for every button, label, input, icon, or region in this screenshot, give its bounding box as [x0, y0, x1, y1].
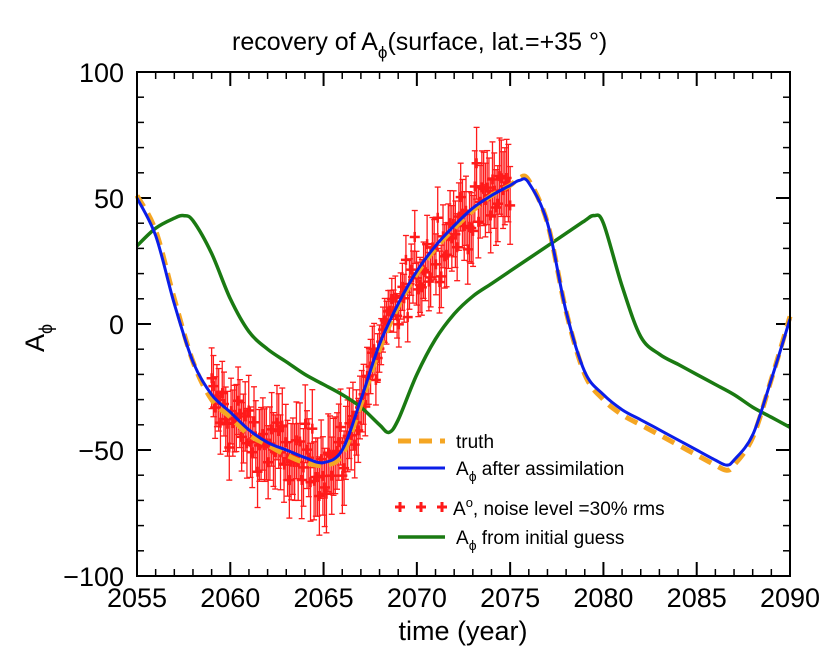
- legend-swatch-observations: [395, 502, 447, 512]
- observation-point: [400, 234, 411, 285]
- y-tick-label: −50: [78, 436, 124, 466]
- tick-labels: 2055 2060 2065 2070 2075 2080 2085 2090 −100 −50 0…: [63, 58, 820, 613]
- chart-title-subscript: ϕ: [378, 43, 388, 62]
- observation-point: [222, 390, 233, 457]
- x-tick-label: 2080: [573, 583, 633, 613]
- x-tick-label: 2060: [200, 583, 260, 613]
- y-axis-title: Aϕ: [20, 324, 56, 352]
- observation-point: [434, 250, 445, 314]
- observation-point: [503, 143, 514, 223]
- observation-point: [215, 390, 226, 455]
- x-tick-label: 2075: [480, 583, 540, 613]
- legend-label-initial-guess: Aϕ from initial guess: [456, 528, 624, 553]
- x-axis-title: time (year): [398, 616, 527, 646]
- legend-label-observations: Ao, noise level =30% rms: [453, 495, 665, 520]
- observation-point: [254, 408, 265, 482]
- series-line-assimilation: [135, 177, 792, 467]
- observation-point: [501, 138, 512, 218]
- observation-point: [257, 397, 268, 471]
- observation-point: [312, 437, 323, 517]
- x-tick-label: 2065: [294, 583, 354, 613]
- observation-point: [263, 425, 274, 500]
- observation-point: [305, 442, 316, 522]
- plot-area: [134, 126, 793, 536]
- y-tick-label: 0: [109, 310, 124, 340]
- legend: truth Aϕ after assimilation Ao, noise le…: [395, 432, 665, 553]
- legend-label-truth: truth: [456, 432, 494, 453]
- observation-point: [422, 214, 433, 274]
- observation-point: [432, 186, 443, 250]
- observation-point: [505, 165, 516, 245]
- x-tick-label: 2085: [667, 583, 727, 613]
- x-tick-label: 2070: [387, 583, 447, 613]
- plot-frame: [136, 71, 791, 577]
- y-tick-label: 50: [94, 184, 124, 214]
- y-tick-label: −100: [63, 562, 124, 592]
- x-tick-label: 2090: [760, 583, 820, 613]
- x-tick-label: 2055: [107, 583, 167, 613]
- y-tick-label: 100: [79, 58, 124, 88]
- chart-title: recovery of Aϕ(surface, lat.=+35 °): [232, 28, 607, 62]
- observation-point: [314, 456, 325, 536]
- series-line-initial-guess: [135, 213, 791, 435]
- legend-label-assimilation: Aϕ after assimilation: [456, 459, 624, 484]
- observation-point: [249, 386, 260, 459]
- observation-point: [259, 408, 270, 483]
- observation-point: [298, 427, 309, 507]
